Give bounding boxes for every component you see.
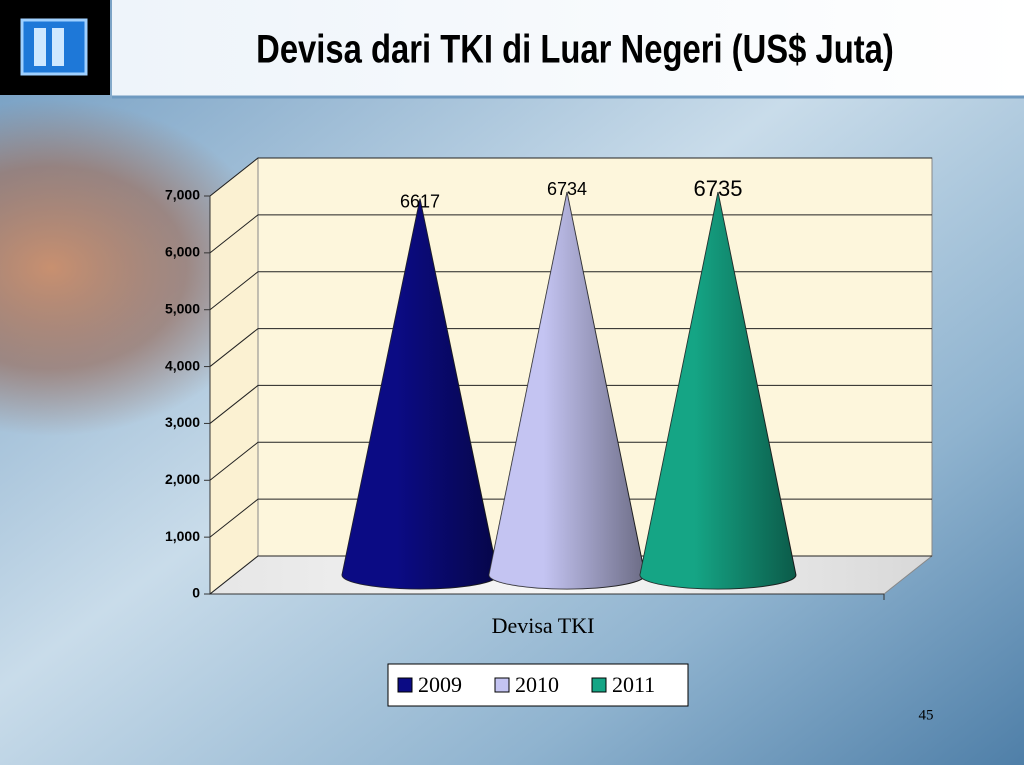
data-label: 6617 <box>400 192 440 212</box>
y-tick-label: 5,000 <box>165 300 200 316</box>
data-label: 6734 <box>547 179 587 199</box>
y-tick-label: 7,000 <box>165 187 200 203</box>
cone-shade <box>489 192 645 589</box>
grid-line <box>209 157 932 197</box>
title: Devisa dari TKI di Luar Negeri (US$ Juta… <box>256 26 894 71</box>
x-axis-label: Devisa TKI <box>492 613 595 638</box>
logo <box>20 18 88 76</box>
chart: 0 1,000 2,000 3,000 4,000 5,000 6,000 7,000 6617… <box>165 156 934 601</box>
grid-line <box>209 214 932 254</box>
legend-swatch <box>494 677 510 693</box>
legend-label: 2009 <box>418 672 462 697</box>
y-tick-label: 0 <box>192 585 200 601</box>
side-wall <box>209 156 259 596</box>
y-tick-label: 3,000 <box>165 414 200 430</box>
y-tick-label: 4,000 <box>165 357 200 373</box>
header <box>112 0 1024 96</box>
slide-number: 45 <box>919 707 934 723</box>
legend-swatch <box>591 677 607 693</box>
legend-label: 2010 <box>515 672 559 697</box>
y-tick-label: 1,000 <box>165 528 200 544</box>
data-label: 6735 <box>694 176 743 201</box>
y-tick-label: 2,000 <box>165 471 200 487</box>
cone-shade <box>342 198 498 589</box>
y-tick-label: 6,000 <box>165 244 200 260</box>
legend-label: 2011 <box>612 672 655 697</box>
legend <box>387 663 689 707</box>
legend-swatch <box>397 677 413 693</box>
cone-shade <box>640 192 796 589</box>
